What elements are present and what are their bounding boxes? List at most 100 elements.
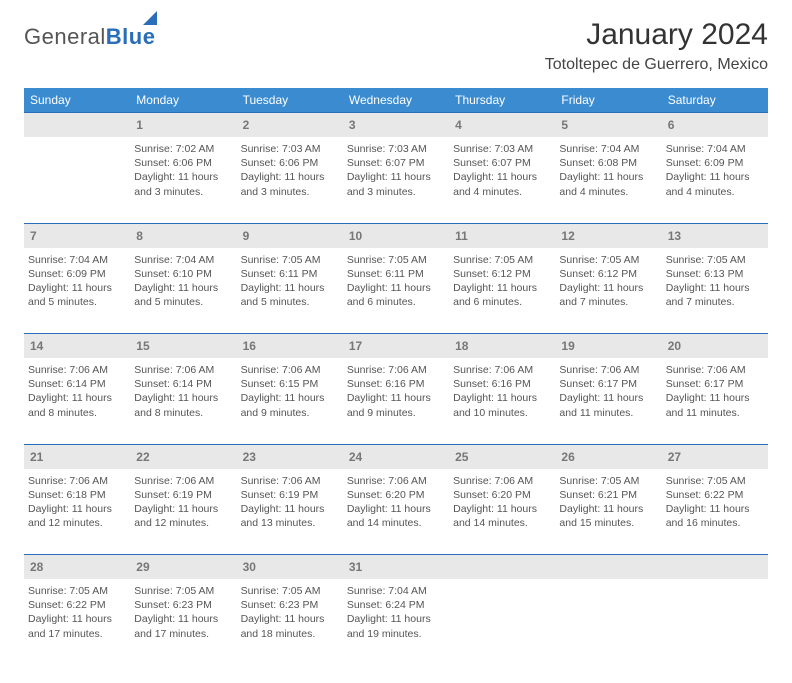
day-number-cell: 25 — [449, 444, 555, 469]
day-number-cell — [555, 555, 661, 580]
day-details: Sunrise: 7:05 AMSunset: 6:12 PMDaylight:… — [559, 251, 657, 310]
daylight-text: Daylight: 11 hours and 4 minutes. — [666, 170, 764, 198]
daylight-text: Daylight: 11 hours and 15 minutes. — [559, 502, 657, 530]
day-number-cell: 29 — [130, 555, 236, 580]
day-number-cell: 20 — [662, 334, 768, 359]
day-details: Sunrise: 7:04 AMSunset: 6:09 PMDaylight:… — [28, 251, 126, 310]
day-number: 3 — [349, 118, 356, 132]
day-number-cell: 31 — [343, 555, 449, 580]
day-content-cell: Sunrise: 7:06 AMSunset: 6:14 PMDaylight:… — [24, 358, 130, 444]
day-number: 15 — [136, 339, 149, 353]
daylight-text: Daylight: 11 hours and 17 minutes. — [28, 612, 126, 640]
day-details: Sunrise: 7:05 AMSunset: 6:11 PMDaylight:… — [241, 251, 339, 310]
day-number-cell: 12 — [555, 223, 661, 248]
day-content-cell: Sunrise: 7:06 AMSunset: 6:19 PMDaylight:… — [130, 469, 236, 555]
day-number: 10 — [349, 229, 362, 243]
day-content-cell: Sunrise: 7:05 AMSunset: 6:21 PMDaylight:… — [555, 469, 661, 555]
daylight-text: Daylight: 11 hours and 13 minutes. — [241, 502, 339, 530]
day-content-row: Sunrise: 7:06 AMSunset: 6:18 PMDaylight:… — [24, 469, 768, 555]
sunrise-text: Sunrise: 7:05 AM — [453, 253, 551, 267]
sunrise-text: Sunrise: 7:05 AM — [559, 253, 657, 267]
day-content-cell — [662, 579, 768, 665]
day-number: 28 — [30, 560, 43, 574]
sunset-text: Sunset: 6:20 PM — [347, 488, 445, 502]
day-content-cell — [24, 137, 130, 223]
day-number: 30 — [243, 560, 256, 574]
day-number-cell: 5 — [555, 113, 661, 138]
daylight-text: Daylight: 11 hours and 3 minutes. — [347, 170, 445, 198]
day-content-cell: Sunrise: 7:04 AMSunset: 6:09 PMDaylight:… — [24, 248, 130, 334]
day-number: 8 — [136, 229, 143, 243]
day-number-row: 123456 — [24, 113, 768, 138]
sunrise-text: Sunrise: 7:06 AM — [134, 474, 232, 488]
sunset-text: Sunset: 6:12 PM — [453, 267, 551, 281]
day-number-cell: 30 — [237, 555, 343, 580]
daylight-text: Daylight: 11 hours and 8 minutes. — [28, 391, 126, 419]
day-content-cell: Sunrise: 7:06 AMSunset: 6:17 PMDaylight:… — [662, 358, 768, 444]
day-content-cell: Sunrise: 7:06 AMSunset: 6:19 PMDaylight:… — [237, 469, 343, 555]
sunrise-text: Sunrise: 7:06 AM — [453, 474, 551, 488]
day-number: 23 — [243, 450, 256, 464]
daylight-text: Daylight: 11 hours and 10 minutes. — [453, 391, 551, 419]
day-number-cell: 1 — [130, 113, 236, 138]
sunset-text: Sunset: 6:17 PM — [666, 377, 764, 391]
day-details: Sunrise: 7:05 AMSunset: 6:11 PMDaylight:… — [347, 251, 445, 310]
day-number-row: 28 29 30 31 — [24, 555, 768, 580]
sunset-text: Sunset: 6:11 PM — [241, 267, 339, 281]
day-number: 2 — [243, 118, 250, 132]
day-content-cell: Sunrise: 7:06 AMSunset: 6:14 PMDaylight:… — [130, 358, 236, 444]
day-number: 16 — [243, 339, 256, 353]
sunset-text: Sunset: 6:08 PM — [559, 156, 657, 170]
weekday-header: Sunday — [24, 88, 130, 113]
day-details: Sunrise: 7:03 AMSunset: 6:07 PMDaylight:… — [453, 140, 551, 199]
day-content-cell: Sunrise: 7:03 AMSunset: 6:07 PMDaylight:… — [449, 137, 555, 223]
day-number-cell: 22 — [130, 444, 236, 469]
day-number: 4 — [455, 118, 462, 132]
logo-word-2: Blue — [106, 24, 156, 49]
sunrise-text: Sunrise: 7:04 AM — [347, 584, 445, 598]
day-number-cell: 17 — [343, 334, 449, 359]
sunrise-text: Sunrise: 7:03 AM — [241, 142, 339, 156]
sunrise-text: Sunrise: 7:03 AM — [453, 142, 551, 156]
daylight-text: Daylight: 11 hours and 9 minutes. — [347, 391, 445, 419]
weekday-header: Friday — [555, 88, 661, 113]
sunset-text: Sunset: 6:18 PM — [28, 488, 126, 502]
day-details: Sunrise: 7:05 AMSunset: 6:22 PMDaylight:… — [28, 582, 126, 641]
day-details: Sunrise: 7:06 AMSunset: 6:20 PMDaylight:… — [347, 472, 445, 531]
daylight-text: Daylight: 11 hours and 8 minutes. — [134, 391, 232, 419]
sunset-text: Sunset: 6:17 PM — [559, 377, 657, 391]
day-number: 31 — [349, 560, 362, 574]
sunset-text: Sunset: 6:16 PM — [453, 377, 551, 391]
day-content-row: Sunrise: 7:05 AMSunset: 6:22 PMDaylight:… — [24, 579, 768, 665]
day-content-cell: Sunrise: 7:06 AMSunset: 6:20 PMDaylight:… — [449, 469, 555, 555]
sunrise-text: Sunrise: 7:05 AM — [666, 474, 764, 488]
day-number-cell: 24 — [343, 444, 449, 469]
daylight-text: Daylight: 11 hours and 6 minutes. — [347, 281, 445, 309]
day-number: 17 — [349, 339, 362, 353]
day-details: Sunrise: 7:05 AMSunset: 6:13 PMDaylight:… — [666, 251, 764, 310]
sunset-text: Sunset: 6:19 PM — [241, 488, 339, 502]
weekday-header: Wednesday — [343, 88, 449, 113]
daylight-text: Daylight: 11 hours and 18 minutes. — [241, 612, 339, 640]
day-content-cell: Sunrise: 7:05 AMSunset: 6:11 PMDaylight:… — [343, 248, 449, 334]
sunrise-text: Sunrise: 7:02 AM — [134, 142, 232, 156]
daylight-text: Daylight: 11 hours and 5 minutes. — [134, 281, 232, 309]
day-details: Sunrise: 7:06 AMSunset: 6:14 PMDaylight:… — [28, 361, 126, 420]
day-number-cell: 3 — [343, 113, 449, 138]
sunset-text: Sunset: 6:20 PM — [453, 488, 551, 502]
day-details: Sunrise: 7:05 AMSunset: 6:12 PMDaylight:… — [453, 251, 551, 310]
day-number: 20 — [668, 339, 681, 353]
sunset-text: Sunset: 6:13 PM — [666, 267, 764, 281]
daylight-text: Daylight: 11 hours and 14 minutes. — [453, 502, 551, 530]
daylight-text: Daylight: 11 hours and 7 minutes. — [666, 281, 764, 309]
calendar-table: Sunday Monday Tuesday Wednesday Thursday… — [24, 88, 768, 665]
header: General Blue January 2024 Totoltepec de … — [24, 18, 768, 74]
sunrise-text: Sunrise: 7:04 AM — [666, 142, 764, 156]
day-details: Sunrise: 7:06 AMSunset: 6:17 PMDaylight:… — [666, 361, 764, 420]
day-number: 11 — [455, 229, 468, 243]
day-number: 21 — [30, 450, 43, 464]
day-details: Sunrise: 7:05 AMSunset: 6:21 PMDaylight:… — [559, 472, 657, 531]
daylight-text: Daylight: 11 hours and 12 minutes. — [28, 502, 126, 530]
day-content-row: Sunrise: 7:04 AMSunset: 6:09 PMDaylight:… — [24, 248, 768, 334]
sunset-text: Sunset: 6:09 PM — [28, 267, 126, 281]
